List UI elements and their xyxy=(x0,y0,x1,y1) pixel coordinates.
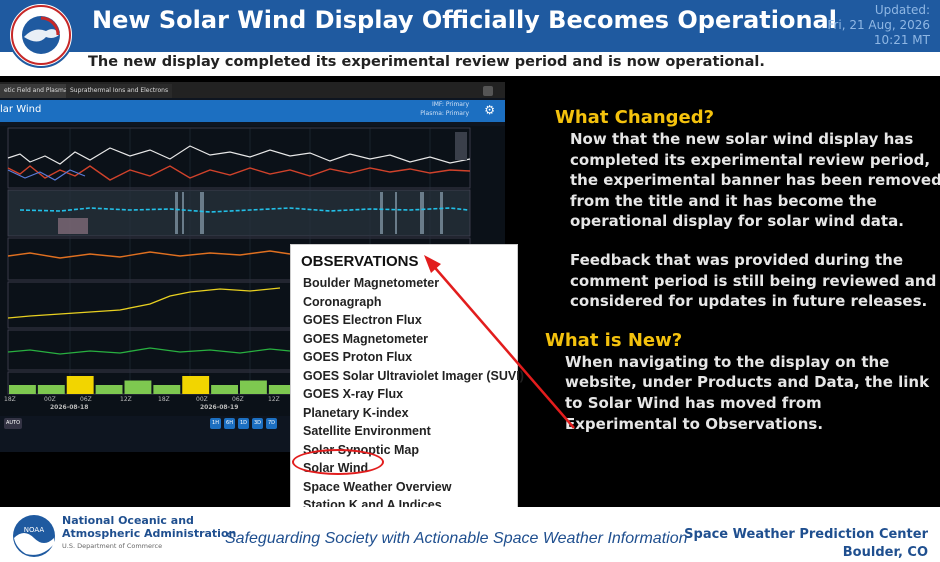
time-tick: 18Z xyxy=(4,396,16,403)
kp-bar xyxy=(268,385,296,394)
noaa-line2: Atmospheric Administration xyxy=(62,526,237,540)
kp-bar xyxy=(9,385,36,394)
plasma-selector[interactable]: Plasma: Primary xyxy=(420,110,469,117)
header-bar: New Solar Wind Display Officially Become… xyxy=(0,0,940,52)
source-selectors[interactable]: IMF: Primary Plasma: Primary xyxy=(420,100,469,118)
time-tick: 12Z xyxy=(120,396,132,403)
paragraph-line: Feedback that was provided during the xyxy=(570,250,904,269)
time-tick: 00Z xyxy=(44,396,56,403)
range-1d-button[interactable]: 1D xyxy=(238,418,249,429)
kp-bar xyxy=(182,376,210,394)
kp-bar xyxy=(66,376,94,394)
noaa-badge-text: NOAA xyxy=(24,526,45,534)
observations-heading: OBSERVATIONS xyxy=(301,253,419,270)
range-6h-button[interactable]: 6H xyxy=(224,418,235,429)
paragraph-line: completed its experimental review period… xyxy=(570,150,931,169)
page-subtitle: The new display completed its experiment… xyxy=(88,54,765,70)
kp-bar xyxy=(37,385,65,394)
nws-logo xyxy=(8,2,74,68)
footer: NOAA National Oceanic and Atmospheric Ad… xyxy=(0,507,940,562)
paragraph-line: operational display for solar wind data. xyxy=(570,212,904,231)
paragraph-line: website, under Products and Data, the li… xyxy=(565,373,930,392)
observations-item[interactable]: GOES Solar Ultraviolet Imager (SUVI) xyxy=(303,368,524,383)
swpc-line1: Space Weather Prediction Center xyxy=(684,527,928,542)
swpc-name: Space Weather Prediction Center Boulder,… xyxy=(684,526,928,562)
kp-bar xyxy=(124,380,152,394)
fullscreen-icon[interactable] xyxy=(483,86,493,96)
kp-bar xyxy=(153,385,181,394)
auto-button[interactable]: AUTO xyxy=(4,418,22,429)
observations-item[interactable]: GOES Proton Flux xyxy=(303,350,413,364)
swpc-line2: Boulder, CO xyxy=(842,545,928,560)
gear-icon[interactable]: ⚙ xyxy=(484,103,495,117)
tab-suprathermal[interactable]: Suprathermal Ions and Electrons xyxy=(66,84,173,98)
observations-item[interactable]: Boulder Magnetometer xyxy=(303,276,440,290)
paragraph-line: from the title and it has become the xyxy=(570,191,877,210)
updated-stamp: Updated: Fri, 21 Aug, 2026 10:21 MT xyxy=(827,3,930,48)
heading-what-is-new: What is New? xyxy=(545,329,683,351)
display-title-bar: lar Wind IMF: Primary Plasma: Primary ⚙ xyxy=(0,100,505,122)
tab-bar: etic Field and Plasma Suprathermal Ions … xyxy=(0,82,505,98)
kp-bar xyxy=(240,380,267,394)
kp-bar xyxy=(211,385,238,394)
observations-item[interactable]: GOES Electron Flux xyxy=(303,313,422,327)
updated-label: Updated: xyxy=(874,3,930,17)
solar-wind-screenshot: etic Field and Plasma Suprathermal Ions … xyxy=(0,82,505,452)
observations-menu: OBSERVATIONS Boulder Magnetometer Coronag… xyxy=(290,244,524,516)
noaa-logo-icon: NOAA xyxy=(13,515,55,557)
kp-bar xyxy=(95,385,123,394)
footer-motto: Safeguarding Society with Actionable Spa… xyxy=(225,530,688,547)
time-tick: 18Z xyxy=(158,396,170,403)
subtitle-bar: The new display completed its experiment… xyxy=(0,52,940,76)
noaa-line1: National Oceanic and xyxy=(62,514,194,527)
paragraph-line: Experimental to Observations. xyxy=(565,414,824,433)
observations-item[interactable]: Planetary K-index xyxy=(303,405,409,420)
observations-item[interactable]: GOES Magnetometer xyxy=(303,331,429,346)
page-title: New Solar Wind Display Officially Become… xyxy=(92,6,837,34)
noaa-line3: U.S. Department of Commerce xyxy=(62,542,163,550)
updated-time: 10:21 MT xyxy=(873,33,930,47)
solar-wind-highlight-circle xyxy=(292,449,384,475)
paragraph-line: to Solar Wind has moved from xyxy=(565,393,822,412)
time-tick: 00Z xyxy=(196,396,208,403)
time-tick: 06Z xyxy=(232,396,244,403)
observations-item[interactable]: Satellite Environment xyxy=(303,424,431,438)
nws-logo-icon xyxy=(11,5,71,65)
paragraph-line: considered for updates in future release… xyxy=(570,292,928,311)
imf-selector[interactable]: IMF: Primary xyxy=(431,101,469,108)
tab-magnetic-field[interactable]: etic Field and Plasma xyxy=(0,84,72,98)
updated-date: Fri, 21 Aug, 2026 xyxy=(827,18,930,32)
observations-item[interactable]: Space Weather Overview xyxy=(303,479,452,494)
date-label: 2026-08-19 xyxy=(200,404,239,411)
display-title: lar Wind xyxy=(0,104,42,115)
noaa-name: National Oceanic and Atmospheric Adminis… xyxy=(62,514,237,553)
date-label: 2026-08-18 xyxy=(50,404,89,411)
explanation-column: What Changed? Now that the new solar win… xyxy=(545,107,940,434)
time-tick: 06Z xyxy=(80,396,92,403)
paragraph-line: When navigating to the display on the xyxy=(565,352,890,371)
range-7d-button[interactable]: 7D xyxy=(266,418,277,429)
observations-item[interactable]: GOES X-ray Flux xyxy=(303,387,404,401)
time-tick: 12Z xyxy=(268,396,280,403)
paragraph-line: comment period is still being reviewed a… xyxy=(570,271,937,290)
paragraph-line: the experimental banner has been removed xyxy=(570,171,940,190)
observations-item[interactable]: Coronagraph xyxy=(303,294,382,309)
range-3d-button[interactable]: 3D xyxy=(252,418,263,429)
range-1h-button[interactable]: 1H xyxy=(210,418,221,429)
heading-what-changed: What Changed? xyxy=(555,107,715,128)
paragraph-line: Now that the new solar wind display has xyxy=(570,130,914,148)
